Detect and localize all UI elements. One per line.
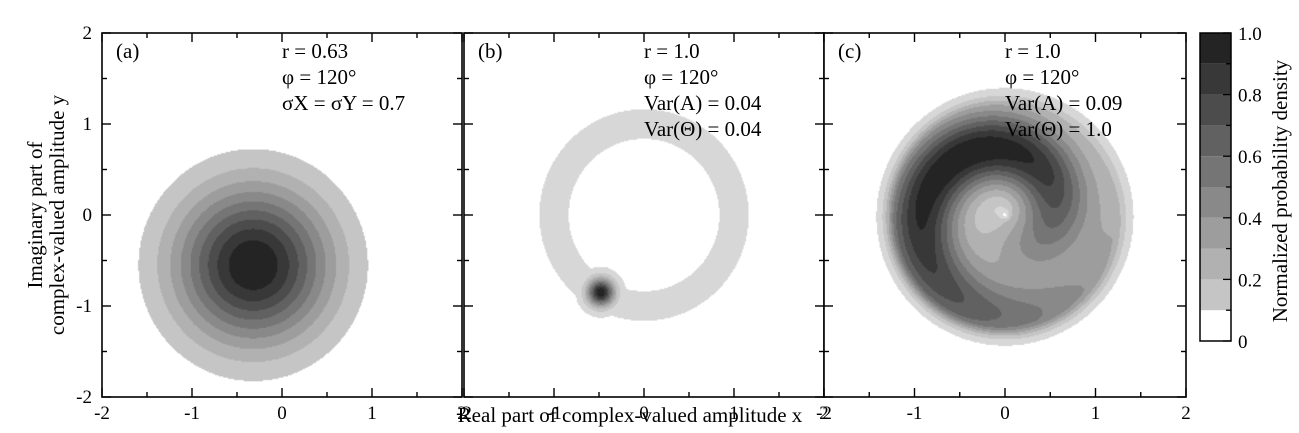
x-tick-label: 1 xyxy=(729,403,739,424)
contour-plot-a xyxy=(102,33,462,397)
y-tick-label: 1 xyxy=(83,114,93,135)
parameter-annotation: Var(Θ) = 1.0 xyxy=(1005,117,1112,141)
x-tick-label: 0 xyxy=(639,403,649,424)
colorbar-tick-label: 0.2 xyxy=(1238,270,1262,291)
panel-a: -2 -1 0 1 2 -2 -1 0 1 2 Imaginary part ofcomplex-v… xyxy=(23,23,467,424)
x-tick-label: 0 xyxy=(277,403,287,424)
x-axis-title: Real part of complex-valued amplitude x xyxy=(458,403,803,427)
panel-label: (a) xyxy=(116,39,139,63)
colorbar-tick-label: 0 xyxy=(1238,332,1248,353)
colorbar-band xyxy=(1200,63,1231,95)
parameter-annotation: Var(A) = 0.04 xyxy=(644,91,762,115)
x-tick-label: 1 xyxy=(1091,403,1101,424)
colorbar-band xyxy=(1200,156,1231,187)
contour-plot-b xyxy=(464,33,824,397)
colorbar-band xyxy=(1200,310,1231,341)
panel-b: -2 -1 0 1 2 (b) r = 1.0φ = 120°Var(A) = 0.04Va… xyxy=(456,32,829,424)
y-axis-title-line: complex-valued amplitude y xyxy=(45,94,69,335)
colorbar-band xyxy=(1200,125,1231,157)
parameter-annotation: r = 1.0 xyxy=(644,39,700,63)
x-tick-label: 1 xyxy=(367,403,377,424)
y-axis-title-line: Imaginary part of xyxy=(23,142,47,289)
x-tick-label: -2 xyxy=(94,403,110,424)
x-tick-label: -1 xyxy=(546,403,562,424)
panel-c: -2 -1 0 1 2 (c) r = 1.0φ = 120°Var(A) = 0.09Va… xyxy=(816,32,1191,424)
colorbar-band xyxy=(1200,94,1231,126)
colorbar-band xyxy=(1200,187,1231,218)
x-tick-label: -1 xyxy=(907,403,923,424)
parameter-annotation: r = 1.0 xyxy=(1005,39,1061,63)
panel-label: (b) xyxy=(478,39,503,63)
colorbar-band xyxy=(1200,248,1231,280)
x-tick-label: 0 xyxy=(1000,403,1010,424)
parameter-annotation: Var(A) = 0.09 xyxy=(1005,91,1122,115)
x-tick-label: -2 xyxy=(816,403,832,424)
parameter-annotation: φ = 120° xyxy=(644,65,718,89)
parameter-annotation: r = 0.63 xyxy=(282,39,348,63)
x-tick-label: -2 xyxy=(456,403,472,424)
colorbar-band xyxy=(1200,217,1231,249)
y-tick-label: -1 xyxy=(76,296,92,317)
parameter-annotation: φ = 120° xyxy=(1005,65,1079,89)
parameter-annotation: Var(Θ) = 0.04 xyxy=(644,117,762,141)
x-tick-label: 2 xyxy=(1181,403,1191,424)
contour-plot-c xyxy=(824,33,1186,397)
y-tick-label: 0 xyxy=(83,205,93,226)
parameter-annotation: φ = 120° xyxy=(282,65,356,89)
colorbar-tick-label: 0.4 xyxy=(1238,209,1262,230)
colorbar-band xyxy=(1200,279,1231,311)
colorbar-band xyxy=(1200,33,1231,64)
x-tick-label: 2 xyxy=(457,403,467,424)
x-tick-label: 2 xyxy=(819,403,829,424)
panel-label: (c) xyxy=(838,39,861,63)
parameter-annotation: σX = σY = 0.7 xyxy=(282,91,405,115)
colorbar-title: Normalized probability density xyxy=(1268,59,1292,322)
x-tick-label: -1 xyxy=(184,403,200,424)
colorbar: 0 0.2 0.4 0.6 0.8 1.0 Normalized probability d… xyxy=(1199,24,1292,353)
y-tick-label: -2 xyxy=(76,387,92,408)
colorbar-tick-label: 1.0 xyxy=(1238,24,1262,45)
colorbar-tick-label: 0.6 xyxy=(1238,147,1262,168)
colorbar-tick-label: 0.8 xyxy=(1238,86,1262,107)
y-tick-label: 2 xyxy=(83,23,93,44)
